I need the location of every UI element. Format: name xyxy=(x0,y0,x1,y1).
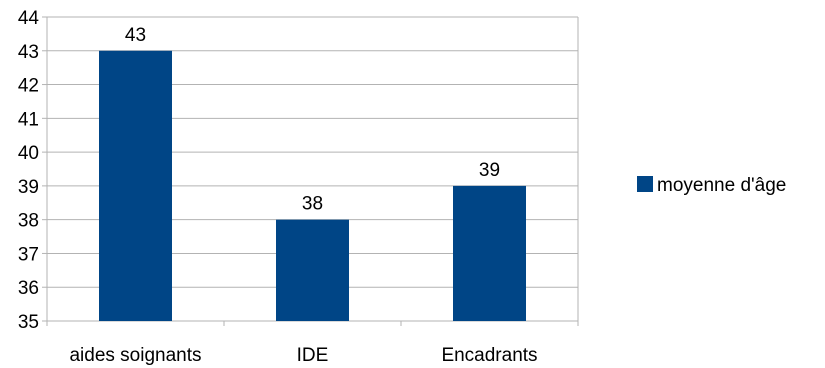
legend-label: moyenne d'âge xyxy=(657,175,786,196)
y-tick-label: 41 xyxy=(18,109,39,130)
x-category-label: aides soignants xyxy=(69,345,201,366)
y-axis-ticks: 35 36 37 38 39 40 41 42 43 44 xyxy=(18,8,47,333)
y-tick-label: 40 xyxy=(18,143,39,164)
data-label: 39 xyxy=(479,160,500,181)
legend-swatch xyxy=(637,176,653,192)
y-tick-label: 35 xyxy=(18,312,39,333)
bar-encadrants xyxy=(453,185,526,321)
y-tick-label: 42 xyxy=(18,76,39,97)
x-category-label: IDE xyxy=(297,345,329,366)
legend: moyenne d'âge xyxy=(637,175,786,196)
x-category-label: Encadrants xyxy=(441,345,537,366)
x-axis-labels: aides soignants IDE Encadrants xyxy=(69,345,537,366)
y-tick-label: 36 xyxy=(18,278,39,299)
y-tick-label: 43 xyxy=(18,42,39,63)
bar-aides-soignants xyxy=(99,50,172,322)
bar-ide xyxy=(276,219,349,321)
y-tick-label: 38 xyxy=(18,211,39,232)
bars xyxy=(99,50,526,322)
y-tick-label: 44 xyxy=(18,8,40,29)
data-label: 38 xyxy=(302,194,323,215)
y-tick-label: 37 xyxy=(18,244,39,265)
data-labels: 43 38 39 xyxy=(125,25,500,215)
y-tick-label: 39 xyxy=(18,177,39,198)
data-label: 43 xyxy=(125,25,146,46)
